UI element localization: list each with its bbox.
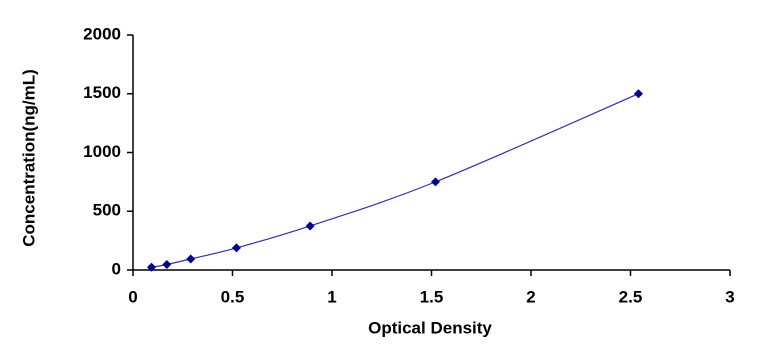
y-tick-label: 2000 bbox=[83, 24, 121, 43]
data-point bbox=[305, 221, 315, 231]
x-axis-label: Optical Density bbox=[368, 318, 492, 337]
y-axis-label: Concentration(ng/mL) bbox=[19, 69, 38, 247]
x-tick-label: 3 bbox=[725, 287, 734, 306]
fit-line bbox=[151, 93, 639, 268]
x-tick-label: 1.5 bbox=[420, 287, 444, 306]
data-point bbox=[186, 254, 196, 264]
x-tick-label: 1 bbox=[327, 287, 336, 306]
data-point bbox=[231, 243, 241, 253]
x-tick-label: 2.5 bbox=[619, 287, 643, 306]
x-tick-label: 0.5 bbox=[221, 287, 245, 306]
y-tick-label: 500 bbox=[93, 201, 121, 220]
data-point bbox=[430, 177, 440, 187]
x-tick-label: 2 bbox=[526, 287, 535, 306]
x-tick-label: 0 bbox=[128, 287, 137, 306]
data-point bbox=[147, 262, 157, 272]
y-tick-label: 1500 bbox=[83, 83, 121, 102]
y-tick-label: 0 bbox=[112, 259, 121, 278]
data-point bbox=[633, 89, 643, 99]
data-point bbox=[162, 259, 172, 269]
y-tick-label: 1000 bbox=[83, 142, 121, 161]
